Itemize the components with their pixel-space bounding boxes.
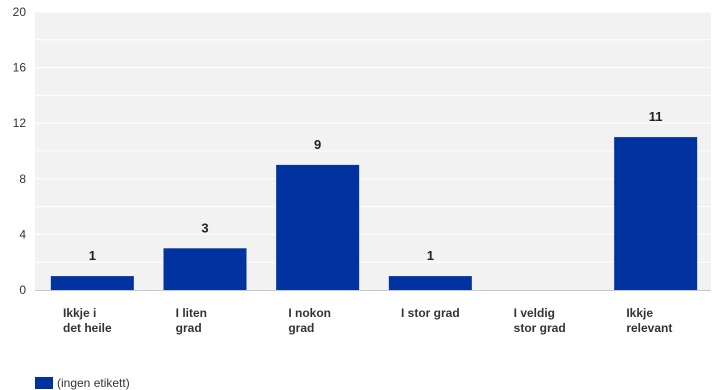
data-label: 3 (201, 220, 208, 235)
bar (614, 137, 698, 290)
legend-label: (ingen etikett) (57, 376, 130, 390)
x-tick-label: Ikkje relevant (626, 306, 672, 335)
data-label: 1 (427, 248, 434, 263)
y-tick-label: 4 (19, 227, 26, 241)
legend-swatch (35, 377, 53, 389)
legend: (ingen etikett) (35, 376, 130, 390)
bar (388, 276, 472, 290)
bar (50, 276, 134, 290)
y-tick-label: 16 (13, 61, 27, 75)
y-tick-label: 12 (13, 116, 27, 130)
data-label: 1 (89, 248, 96, 263)
data-label: 11 (649, 109, 663, 124)
bar (276, 164, 360, 290)
data-label: 9 (314, 137, 321, 152)
y-tick-label: 20 (13, 5, 27, 19)
x-tick-label: I liten grad (176, 306, 207, 335)
bar (163, 248, 247, 290)
y-tick-label: 8 (19, 172, 26, 186)
x-tick-label: I veldig stor grad (514, 306, 566, 335)
bar-chart: 0 4 8 12 16 20 1 Ikkje i det heile 3 I liten grad 9 I… (13, 5, 711, 335)
y-tick-label: 0 (19, 283, 26, 297)
x-tick-label: I stor grad (401, 306, 460, 320)
x-tick-label: I nokon grad (288, 306, 331, 335)
x-tick-label: Ikkje i det heile (63, 306, 112, 335)
